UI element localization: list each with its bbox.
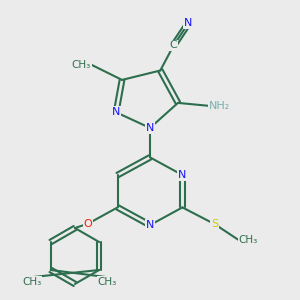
Text: CH₃: CH₃ <box>72 60 91 70</box>
Text: N: N <box>146 220 154 230</box>
Text: N: N <box>184 18 193 28</box>
Text: NH₂: NH₂ <box>209 101 230 111</box>
Text: N: N <box>112 107 120 117</box>
Text: CH₃: CH₃ <box>22 277 41 287</box>
Text: N: N <box>178 170 187 180</box>
Text: C: C <box>170 40 177 50</box>
Text: N: N <box>146 123 154 133</box>
Text: O: O <box>84 219 92 229</box>
Text: CH₃: CH₃ <box>238 235 258 245</box>
Text: S: S <box>211 219 218 229</box>
Text: CH₃: CH₃ <box>98 277 117 287</box>
